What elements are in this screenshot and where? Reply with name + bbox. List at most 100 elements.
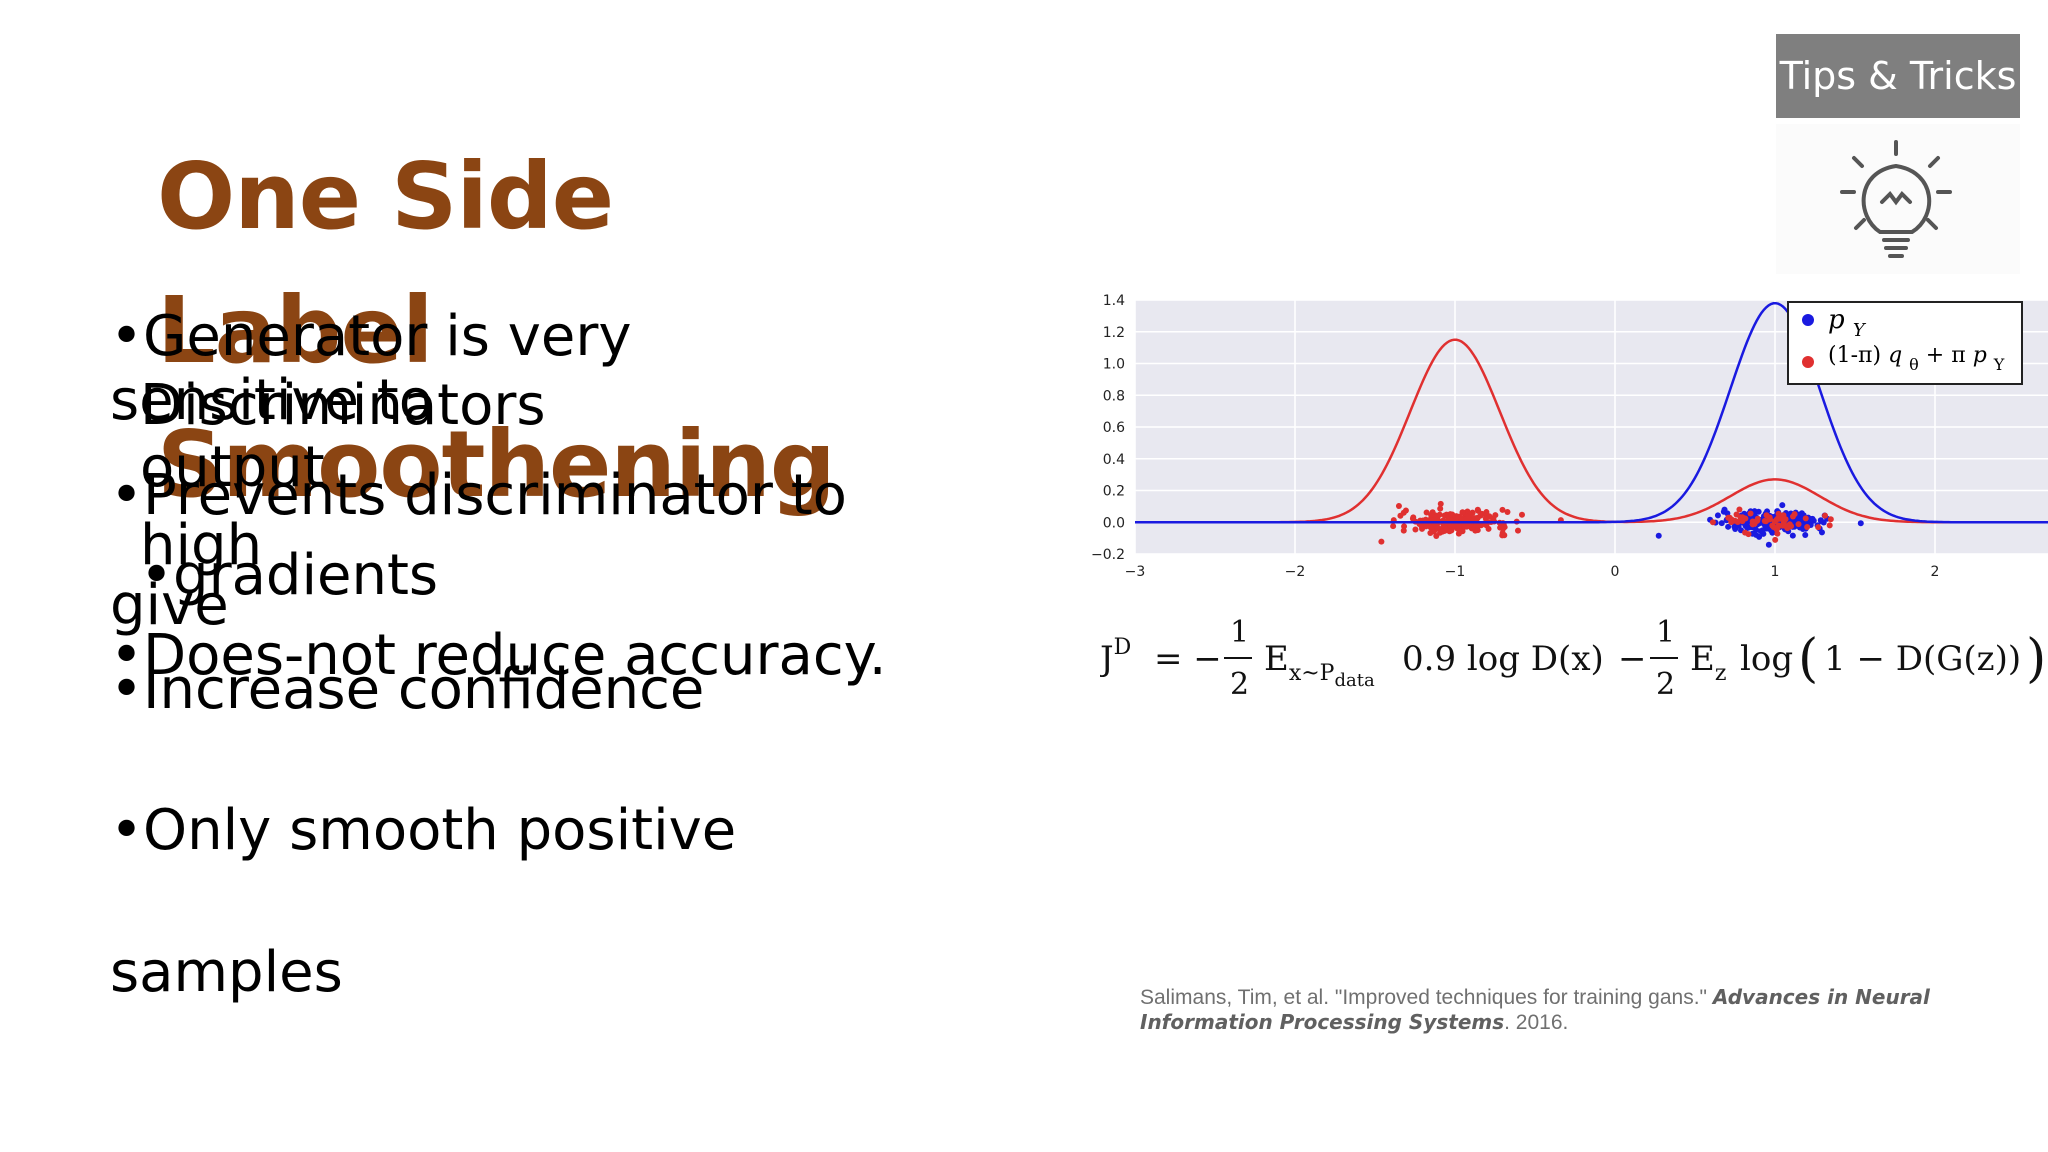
sample-point	[1770, 523, 1777, 530]
sample-point	[1791, 511, 1798, 518]
bullet-generator-cont2: output	[140, 435, 325, 500]
x-tick-label: −2	[1285, 564, 1306, 580]
discriminators-cont2: give	[110, 573, 229, 638]
sample-point	[1732, 517, 1739, 524]
sample-point	[1518, 511, 1525, 518]
sample-point	[1827, 516, 1834, 523]
legend-mix-plus: + π	[1926, 343, 1966, 368]
y-tick-label: 0.0	[1103, 515, 1125, 531]
sample-point	[1762, 518, 1769, 525]
sample-point	[1504, 509, 1511, 516]
sample-point	[1397, 512, 1404, 519]
sample-point	[1434, 524, 1441, 531]
formula-paren-close: )	[2026, 629, 2046, 689]
discriminators-heading: Discriminators	[140, 373, 546, 438]
sample-point	[1826, 522, 1833, 529]
citation-year: . 2016.	[1504, 1011, 1569, 1034]
y-tick-label: 0.2	[1103, 484, 1125, 500]
series-line-py	[1135, 301, 2048, 524]
sample-point	[1464, 515, 1471, 522]
sample-point	[1756, 533, 1763, 540]
formula-frac1-den: 2	[1230, 667, 1249, 702]
svg-text:JD: JD	[1100, 635, 1131, 679]
sample-point	[1436, 511, 1443, 518]
x-tick-label: −1	[1445, 564, 1466, 580]
formula-e1-subsub: data	[1334, 670, 1374, 691]
legend-marker-py	[1802, 314, 1814, 326]
bullet-does-not: •Does-not reduce accuracy.	[110, 623, 887, 688]
sample-point	[1427, 529, 1434, 536]
sample-point	[1775, 510, 1782, 517]
sample-point	[1802, 515, 1809, 522]
sample-point	[1822, 512, 1829, 519]
sample-point	[1514, 527, 1521, 534]
sample-point	[1779, 502, 1786, 509]
formula-term1: 0.9 log D(x)	[1402, 639, 1604, 679]
sample-point	[1456, 526, 1463, 533]
sample-point	[1818, 529, 1825, 536]
sample-point	[1736, 506, 1743, 513]
y-tick-labels: −0.2 0.0 0.2 0.4 0.6 0.8 1.0 1.2 1.4	[1091, 293, 1125, 563]
tips-tricks-badge: Tips & Tricks	[1776, 34, 2020, 118]
gaussian-chart: −0.20.00.20.40.60.81.01.21.4 −3−2−10123 …	[1091, 293, 2048, 580]
y-tick-label: 1.2	[1103, 325, 1125, 341]
bullet-increase: •Increase confidence	[110, 657, 705, 722]
x-tick-label: −3	[1125, 564, 1146, 580]
sample-point	[1754, 515, 1761, 522]
slide-title: One Side Label Smoothening	[157, 143, 836, 518]
legend-mix-p-sub: Y	[1993, 355, 2005, 374]
sample-point	[1443, 511, 1450, 518]
sample-point	[1401, 523, 1408, 530]
y-tick-label: −0.2	[1091, 547, 1125, 563]
sample-point	[1807, 516, 1814, 523]
formula-lhs: J	[1100, 639, 1114, 679]
sample-point	[1857, 520, 1864, 527]
sample-point	[1459, 509, 1466, 516]
sample-point	[1437, 529, 1444, 536]
formula-frac1-num: 1	[1230, 615, 1249, 650]
sample-point	[1795, 521, 1802, 528]
legend-mix-q-sub: θ	[1909, 355, 1919, 374]
formula-frac2-den: 2	[1656, 667, 1675, 702]
x-tick-label: 2	[1931, 564, 1940, 580]
sample-point	[1731, 523, 1738, 530]
formula-term2: log	[1740, 639, 1793, 679]
sample-point	[1765, 541, 1772, 548]
y-tick-label: 1.4	[1103, 293, 1125, 309]
formula-frac2-num: 1	[1656, 615, 1675, 650]
sample-point	[1787, 523, 1794, 530]
formula-paren-open: (	[1798, 629, 1818, 689]
sample-point	[1475, 522, 1482, 529]
formula-e1-sub: x~P	[1289, 661, 1335, 686]
sample-point	[1499, 506, 1506, 513]
y-tick-label: 0.4	[1103, 452, 1125, 468]
svg-text:Ex~Pdata: Ex~Pdata	[1264, 639, 1375, 691]
sample-point	[1492, 512, 1499, 519]
sample-point	[1755, 508, 1762, 515]
sample-point	[1714, 512, 1721, 519]
citation: Salimans, Tim, et al. "Improved techniqu…	[1140, 985, 1980, 1035]
sample-point	[1815, 524, 1822, 531]
bullet-gradients: •gradients	[140, 543, 439, 608]
sample-point	[1485, 525, 1492, 532]
legend-marker-mix	[1802, 356, 1814, 368]
sample-point	[1446, 528, 1453, 535]
citation-text: Salimans, Tim, et al. "Improved techniqu…	[1140, 986, 1708, 1009]
lightbulb-icon	[1776, 124, 2020, 274]
density-curves	[1135, 301, 2048, 524]
y-tick-label: 0.6	[1103, 420, 1125, 436]
formula-inner: 1 − D(G(z))	[1824, 639, 2021, 679]
svg-text:(1-π) q θ +: (1-π) q θ + π p Y	[1828, 343, 2005, 376]
sample-point	[1772, 536, 1779, 543]
x-tick-labels: −3−2−10123	[1125, 564, 1940, 580]
sample-point	[1745, 531, 1752, 538]
sample-point	[1789, 532, 1796, 539]
bullet-prevents: •Prevents discriminator to	[110, 463, 847, 528]
sample-point	[1437, 500, 1444, 507]
sample-point	[1802, 532, 1809, 539]
citation-journal: Advances in Neural Information Processin…	[1140, 985, 1930, 1034]
sample-point	[1804, 524, 1811, 531]
svg-text:p Y: p Y	[1828, 305, 1867, 341]
sample-point	[1423, 509, 1430, 516]
y-tick-label: 0.8	[1103, 388, 1125, 404]
